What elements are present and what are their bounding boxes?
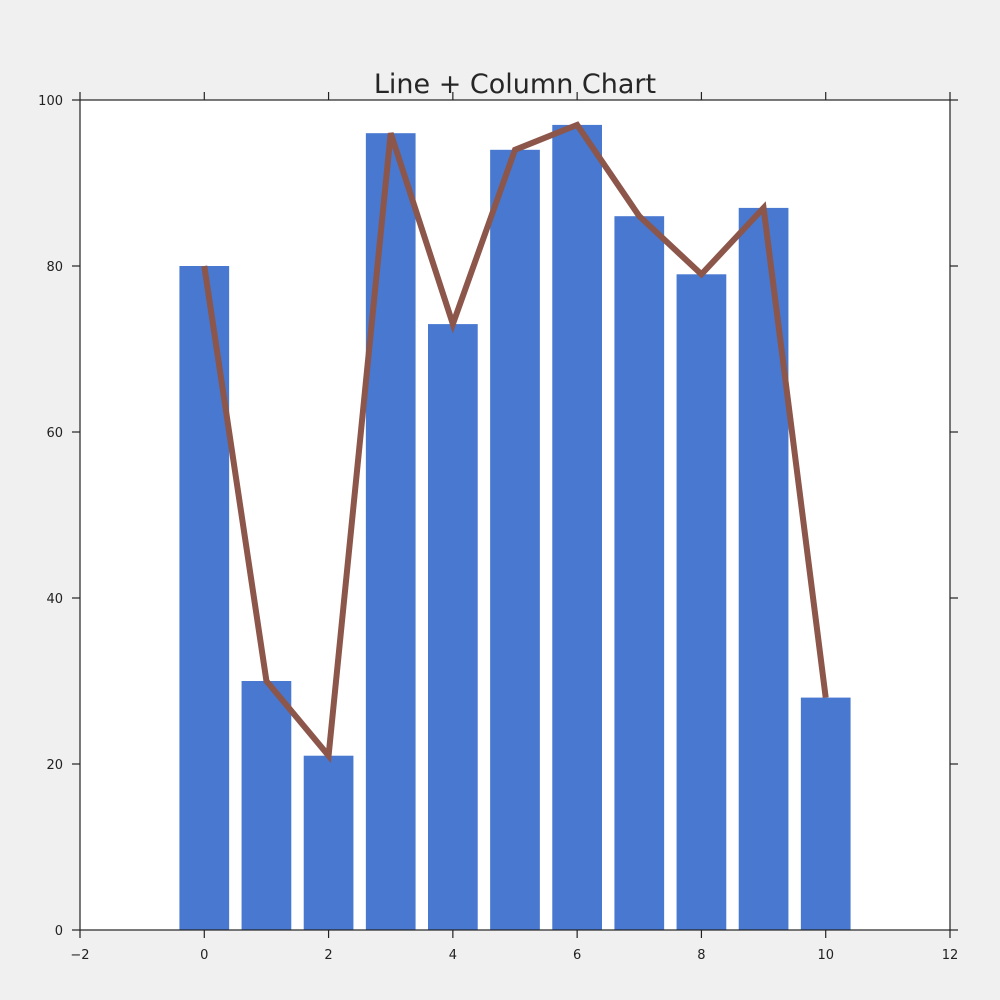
line-series <box>201 121 829 764</box>
y-tick-label: 80 <box>46 260 63 275</box>
x-tick-labels: −2 0 2 4 6 8 10 12 <box>70 948 958 963</box>
plot-frame <box>79 99 951 931</box>
x-tick-label: 0 <box>200 948 208 963</box>
bar-10 <box>800 697 851 930</box>
bar-2 <box>303 755 354 930</box>
y-tick-label: 100 <box>38 94 63 109</box>
line-layer <box>201 121 829 764</box>
chart-title: Line + Column Chart <box>374 69 656 100</box>
bar-8 <box>676 274 727 930</box>
x-tick-label: 8 <box>697 948 705 963</box>
x-tick-label: 2 <box>324 948 332 963</box>
x-tick-label: −2 <box>70 948 89 963</box>
y-tick-label: 0 <box>55 924 63 939</box>
bar-9 <box>738 207 789 930</box>
y-tick-label: 60 <box>46 426 63 441</box>
x-tick-label: 10 <box>817 948 834 963</box>
bar-4 <box>428 324 478 931</box>
ticks-layer <box>72 92 958 938</box>
bar-6 <box>552 124 602 930</box>
y-tick-label: 40 <box>46 592 63 607</box>
bar-1 <box>241 681 292 930</box>
bar-5 <box>490 149 540 931</box>
x-tick-label: 4 <box>449 948 457 963</box>
bar-3 <box>365 133 416 930</box>
x-tick-label: 12 <box>942 948 959 963</box>
y-tick-label: 20 <box>46 758 63 773</box>
bar-7 <box>614 216 665 930</box>
y-tick-labels: 0 20 40 60 80 100 <box>38 94 63 939</box>
x-tick-label: 6 <box>573 948 581 963</box>
